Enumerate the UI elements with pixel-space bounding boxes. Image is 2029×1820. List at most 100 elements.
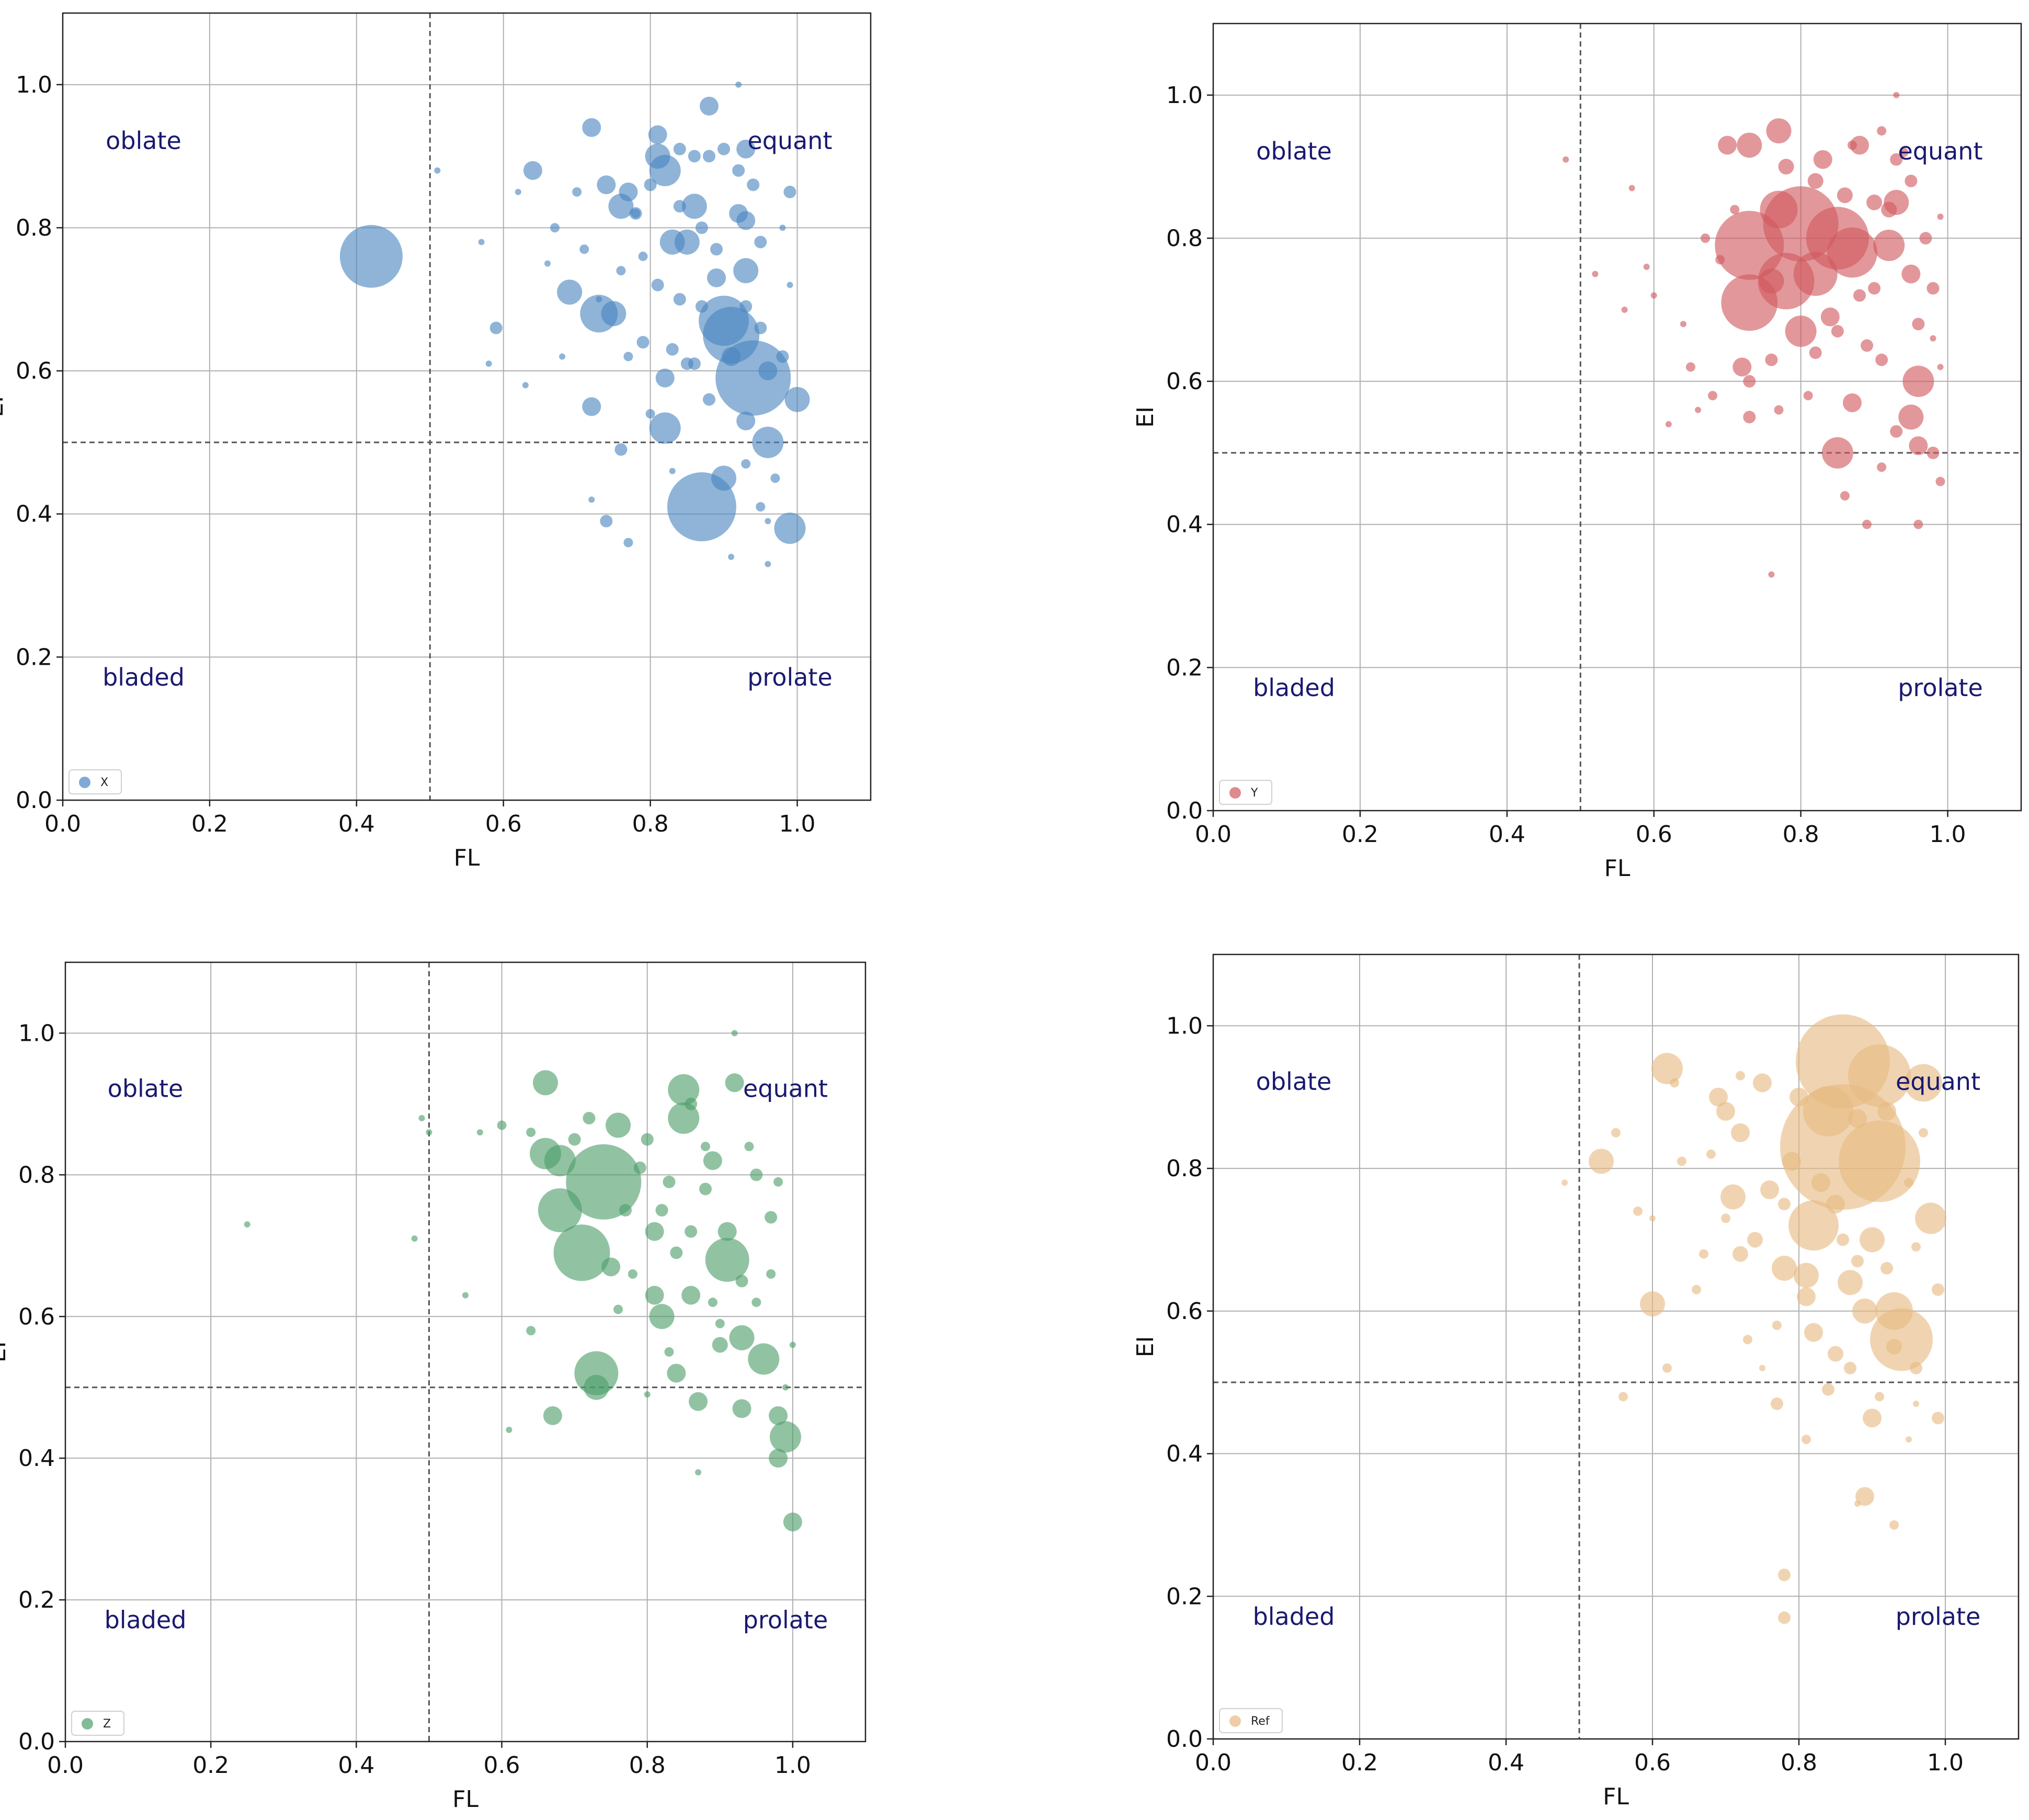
region-label-prolate: prolate	[747, 663, 833, 691]
data-point	[1855, 1487, 1874, 1506]
data-point	[1699, 1249, 1708, 1259]
data-point	[1611, 1128, 1621, 1138]
data-point	[1889, 1520, 1899, 1530]
data-point	[476, 1129, 483, 1136]
data-point	[774, 513, 806, 544]
data-point	[568, 1133, 581, 1146]
data-point	[1715, 255, 1725, 265]
data-point	[1771, 1397, 1783, 1410]
data-point	[1811, 1173, 1830, 1192]
data-point	[649, 1304, 675, 1329]
data-point	[1932, 1283, 1944, 1296]
data-point	[1839, 1120, 1920, 1202]
data-point	[1732, 357, 1752, 377]
y-tick-label: 0.6	[16, 358, 52, 384]
plot-area	[65, 962, 865, 1742]
data-point	[559, 353, 566, 360]
y-tick-label: 0.6	[18, 1303, 55, 1330]
data-point	[783, 1512, 802, 1532]
legend-box	[71, 1711, 124, 1736]
data-point	[1633, 1206, 1643, 1216]
data-point	[701, 1142, 710, 1152]
data-point	[752, 426, 784, 458]
data-point	[601, 1257, 621, 1277]
data-point	[1743, 1335, 1752, 1345]
data-point	[773, 1177, 783, 1187]
data-point	[754, 322, 767, 334]
data-point	[1915, 1202, 1946, 1234]
region-label-prolate: prolate	[1898, 674, 1983, 702]
data-point	[1862, 519, 1872, 529]
data-point	[782, 1384, 789, 1391]
data-point	[550, 223, 560, 233]
data-point	[685, 1225, 698, 1238]
data-point	[644, 1391, 651, 1398]
ticks: 0.0 0.2 0.4 0.6 0.8 1.0 0.0 0.2 0.4 0.6 0.8 1.0	[1166, 1013, 1964, 1776]
x-tick-label: 0.4	[338, 1752, 374, 1779]
data-point	[1708, 391, 1718, 401]
data-point	[769, 1449, 788, 1468]
x-tick-label: 1.0	[774, 1752, 811, 1779]
data-point	[722, 347, 741, 366]
legend-box	[1219, 780, 1272, 805]
data-point	[1794, 1262, 1819, 1288]
region-label-oblate: oblate	[106, 127, 181, 155]
data-point	[1662, 1363, 1672, 1373]
data-point	[1643, 264, 1650, 270]
data-point	[506, 1427, 512, 1433]
data-point	[1831, 325, 1844, 338]
x-tick-label: 0.0	[1195, 821, 1232, 848]
x-tick-label: 0.8	[1783, 821, 1819, 848]
data-point	[1743, 375, 1756, 388]
data-point	[596, 296, 602, 303]
data-point	[765, 561, 771, 567]
data-point	[668, 1074, 700, 1106]
data-point	[1718, 135, 1737, 155]
data-point	[1901, 264, 1921, 283]
x-tick-label: 0.4	[1489, 821, 1525, 848]
x-tick-label: 0.6	[1634, 1749, 1671, 1776]
data-point	[770, 473, 780, 483]
data-point	[733, 258, 759, 283]
data-point	[1881, 201, 1897, 218]
x-tick-label: 1.0	[1930, 821, 1966, 848]
data-point	[1863, 1408, 1882, 1428]
data-point	[1701, 233, 1711, 243]
data-point	[1861, 339, 1874, 352]
data-point	[1905, 1064, 1942, 1102]
plot-frame	[64, 961, 867, 1743]
data-point	[699, 1182, 712, 1196]
data-point	[426, 1129, 432, 1136]
data-point	[544, 260, 551, 267]
data-point	[1930, 335, 1936, 342]
data-point	[1909, 436, 1928, 456]
data-point	[751, 1298, 761, 1307]
data-point	[1854, 1500, 1861, 1507]
data-point	[674, 229, 700, 255]
data-point	[1838, 1270, 1863, 1295]
y-tick-label: 0.2	[16, 644, 52, 670]
y-tick-label: 0.8	[16, 214, 52, 241]
data-point	[728, 553, 735, 560]
data-point	[1759, 268, 1784, 294]
data-point	[1898, 404, 1924, 430]
data-point	[741, 459, 751, 469]
y-tick-label: 1.0	[16, 72, 52, 98]
legend-box	[69, 769, 122, 794]
y-axis-label: EI	[0, 1341, 11, 1363]
data-point	[1904, 1178, 1913, 1188]
data-point	[1650, 292, 1657, 299]
data-point	[1621, 306, 1628, 313]
region-label-bladed: bladed	[102, 663, 185, 691]
region-label-oblate: oblate	[1256, 1067, 1332, 1096]
data-point	[754, 235, 767, 248]
data-point	[411, 1235, 418, 1242]
data-point	[766, 1269, 776, 1279]
data-point	[717, 142, 731, 155]
y-tick-label: 0.2	[18, 1587, 55, 1613]
chart-z: oblate equant bladed prolate 0.0 0.2 0.4 0.6 0.8…	[0, 957, 876, 1820]
x-tick-label: 0.2	[192, 1752, 229, 1779]
data-point	[1844, 1361, 1856, 1374]
data-point	[641, 1133, 654, 1146]
data-point	[1937, 363, 1944, 370]
